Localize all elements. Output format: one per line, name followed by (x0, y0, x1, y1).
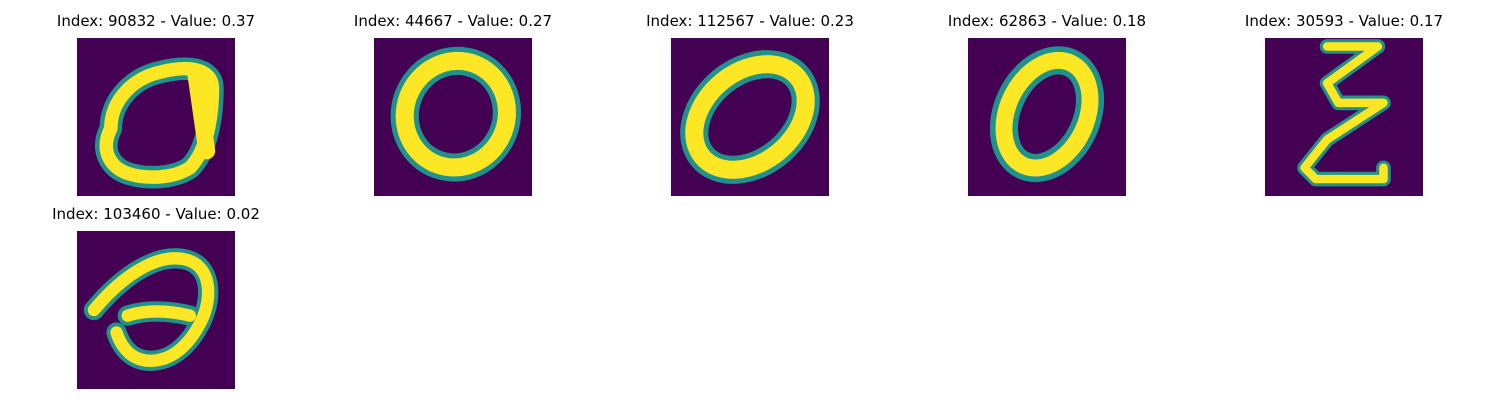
panel-title: Index: 103460 - Value: 0.02 (52, 205, 260, 223)
digit-image (968, 38, 1126, 196)
panel-title: Index: 90832 - Value: 0.37 (56, 12, 256, 30)
digit-panel-5: Index: 30593 - Value: 0.17 (1214, 12, 1474, 196)
digit-image (374, 38, 532, 196)
panel-title: Index: 44667 - Value: 0.27 (353, 12, 553, 30)
panel-title: Index: 112567 - Value: 0.23 (646, 12, 854, 30)
digit-panel-4: Index: 62863 - Value: 0.18 (917, 12, 1177, 196)
panel-title: Index: 30593 - Value: 0.17 (1244, 12, 1444, 30)
digit-panel-6: Index: 103460 - Value: 0.02 (26, 205, 286, 389)
digit-image (77, 231, 235, 389)
digit-panel-1: Index: 90832 - Value: 0.37 (26, 12, 286, 196)
digit-panel-3: Index: 112567 - Value: 0.23 (620, 12, 880, 196)
digit-image (77, 38, 235, 196)
digit-image (1265, 38, 1423, 196)
digit-image (671, 38, 829, 196)
panel-title: Index: 62863 - Value: 0.18 (947, 12, 1147, 30)
digit-panel-2: Index: 44667 - Value: 0.27 (323, 12, 583, 196)
